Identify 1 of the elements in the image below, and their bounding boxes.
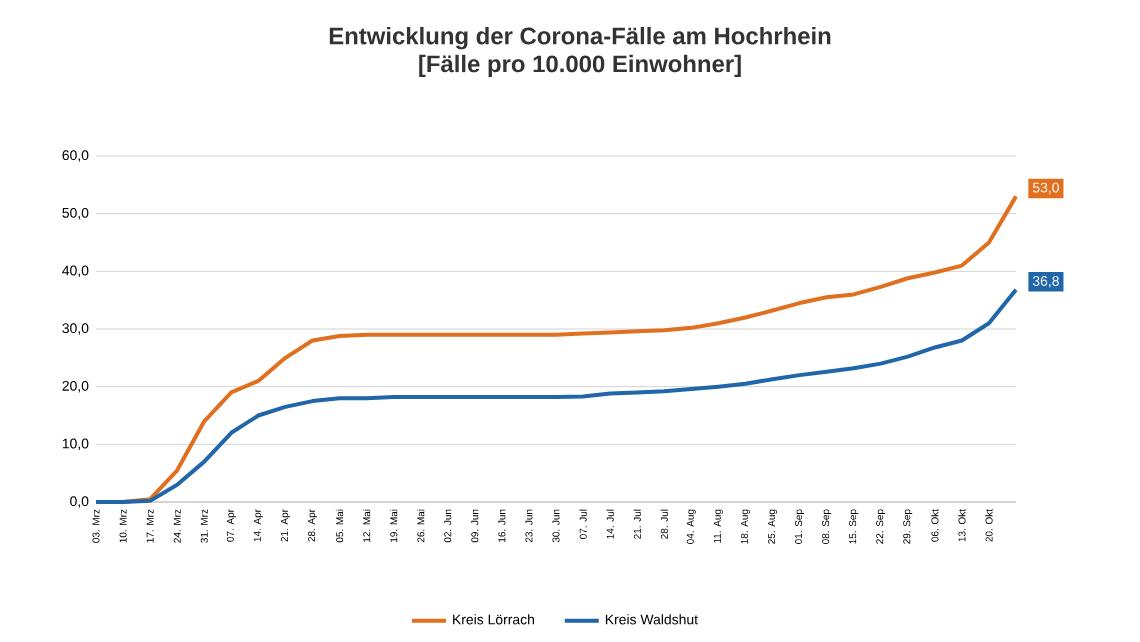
chart-title: Entwicklung der Corona-Fälle am Hochrhein [Fälle pro 10.000 Einwohner] [329, 26, 831, 78]
